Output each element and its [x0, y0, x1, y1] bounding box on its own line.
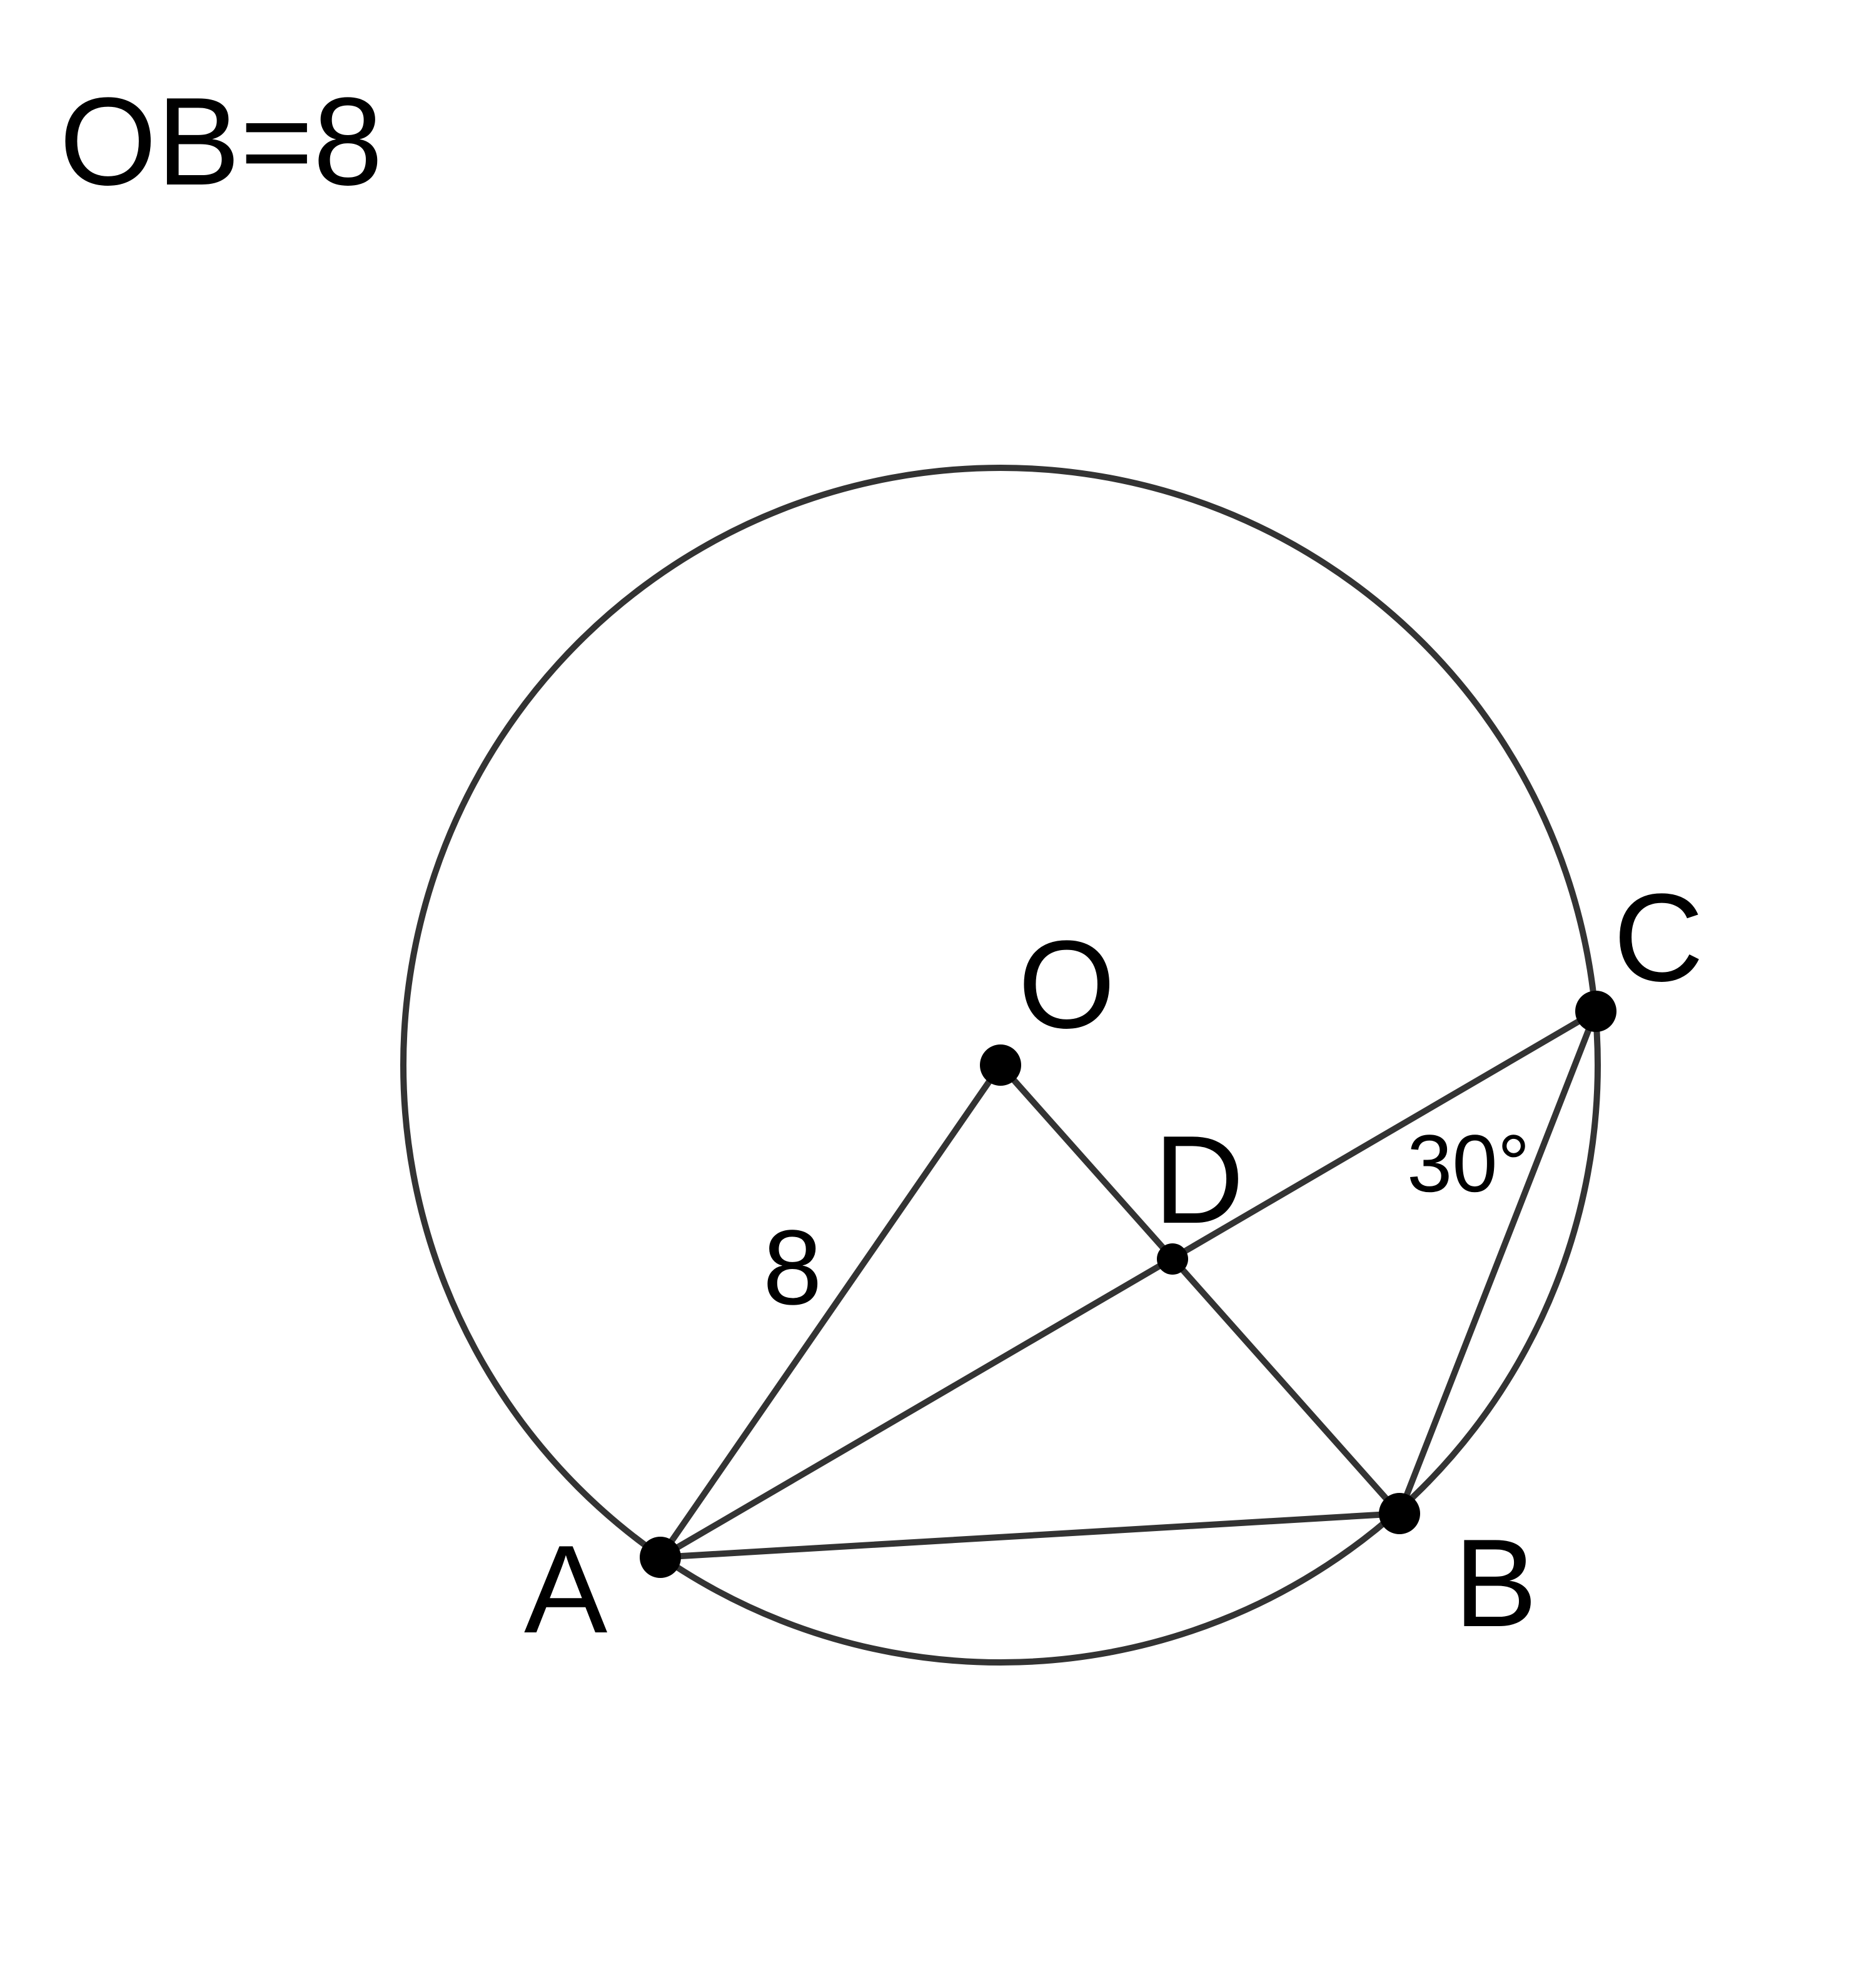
segment-ob [997, 1062, 1403, 1517]
point-o [980, 1044, 1021, 1086]
label-o: O [1018, 915, 1116, 1054]
label-b: B [1454, 1514, 1537, 1653]
length-label-oa: 8 [763, 1208, 822, 1327]
point-d [1157, 1243, 1188, 1275]
angle-label-c: 30° [1407, 1118, 1530, 1209]
segment-ac [657, 1008, 1599, 1560]
label-c: C [1613, 868, 1703, 1008]
point-b [1379, 1493, 1420, 1534]
given-text: OB=8 [59, 72, 383, 211]
segment-bc [1396, 1008, 1599, 1517]
point-c [1575, 991, 1616, 1032]
circle-o [400, 465, 1601, 1666]
point-a [640, 1537, 681, 1578]
segment-oa [657, 1062, 1004, 1560]
segment-ab [657, 1510, 1403, 1560]
label-a: A [524, 1520, 608, 1659]
label-d: D [1154, 1110, 1244, 1250]
